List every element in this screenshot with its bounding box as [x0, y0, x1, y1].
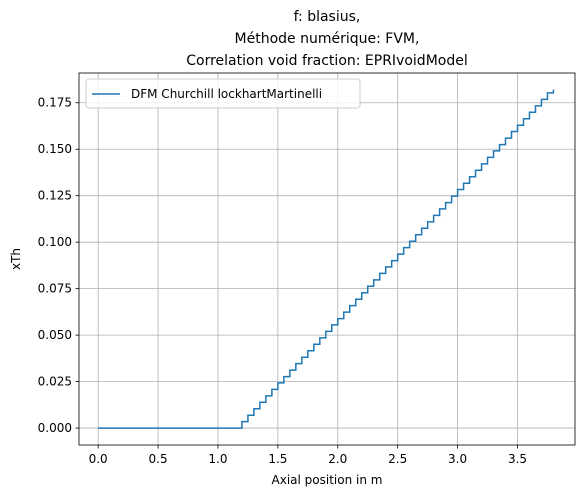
y-tick-label: 0.025: [38, 375, 72, 389]
grid: [79, 73, 575, 445]
chart-title-line-2: Méthode numérique: FVM,: [235, 31, 420, 47]
y-axis-label: xTh: [9, 248, 23, 270]
y-tick-label: 0.150: [38, 142, 72, 156]
x-tick-label: 2.5: [388, 452, 407, 466]
series-layer: [98, 89, 555, 429]
y-tick-label: 0.175: [38, 96, 72, 110]
y-tick-label: 0.000: [38, 421, 72, 435]
x-tick-label: 0.5: [149, 452, 168, 466]
y-tick-label: 0.100: [38, 235, 72, 249]
legend-box: [85, 78, 361, 109]
axis-ticks: 0.0 0.5 1.0 1.5 2.0 2.5 3.0 3.5 0.000 0.025 0.050 0…: [38, 96, 527, 466]
legend-entry-label: DFM Churchill lockhartMartinelli: [131, 87, 322, 101]
plot-frame: [78, 72, 576, 446]
y-tick-label: 0.075: [38, 282, 72, 296]
x-tick-label: 1.5: [268, 452, 287, 466]
chart-title-line-3: Correlation void fraction: EPRIvoidModel: [186, 53, 467, 69]
x-tick-label: 0.0: [89, 452, 108, 466]
x-tick-label: 1.0: [208, 452, 227, 466]
legend: DFM Churchill lockhartMartinelli: [85, 78, 361, 109]
chart-title-line-1: f: blasius,: [294, 9, 361, 25]
x-tick-label: 2.0: [328, 452, 347, 466]
x-tick-label: 3.0: [448, 452, 467, 466]
x-axis-label: Axial position in m: [272, 473, 383, 487]
x-tick-label: 3.5: [508, 452, 527, 466]
series-line: [98, 89, 555, 429]
y-tick-label: 0.050: [38, 328, 72, 342]
y-tick-label: 0.125: [38, 189, 72, 203]
